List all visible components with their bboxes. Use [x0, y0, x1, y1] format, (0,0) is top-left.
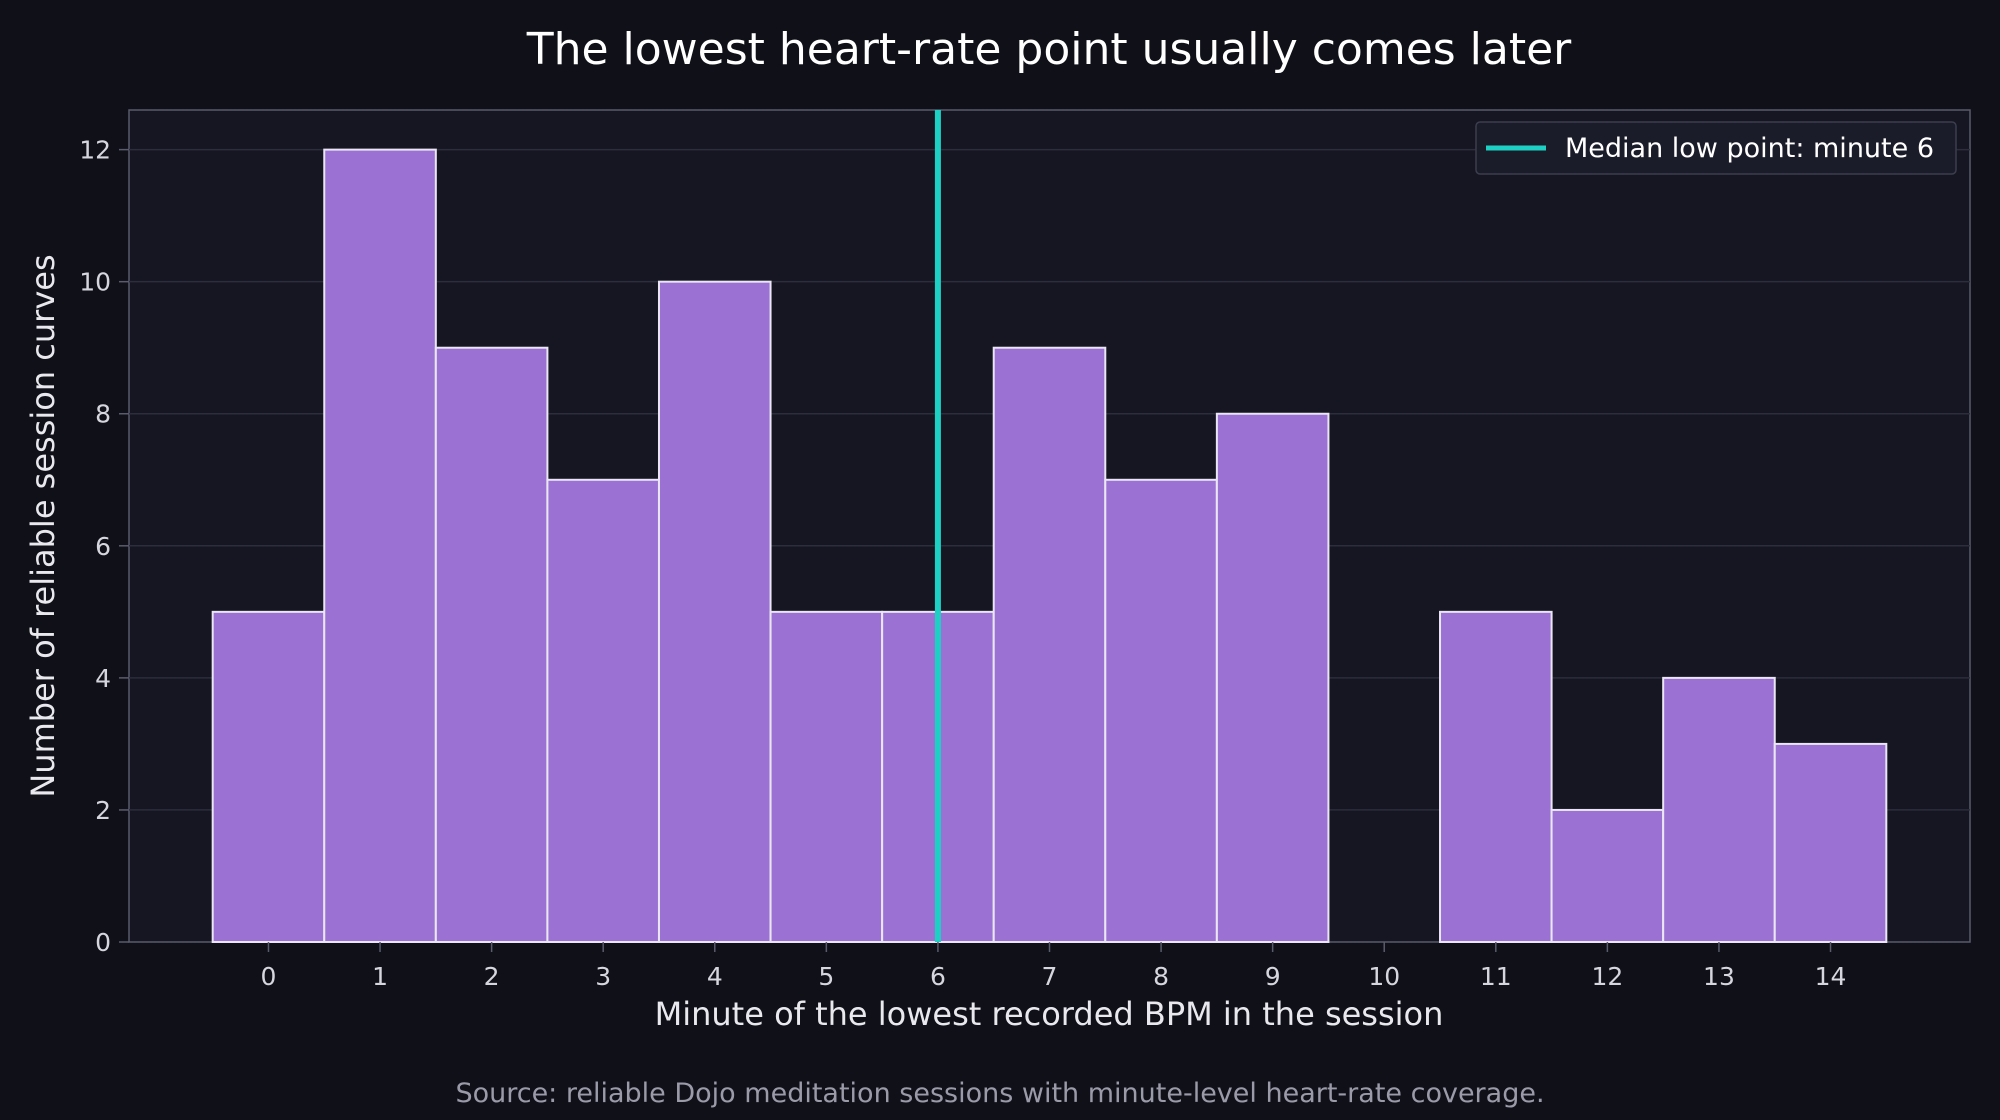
y-tick-label: 6: [95, 532, 111, 561]
x-axis-ticks: 0 1 2 3 4 5 6 7 8 9 10 11 12 13 14: [261, 942, 1847, 991]
x-tick-label: 6: [930, 962, 946, 991]
y-axis-ticks: 0 2 4 6 8 10 12: [79, 136, 129, 957]
x-tick-label: 14: [1815, 962, 1847, 991]
y-tick-label: 10: [79, 268, 111, 297]
x-tick-label: 10: [1368, 962, 1400, 991]
x-tick-label: 12: [1591, 962, 1623, 991]
x-tick-label: 1: [372, 962, 388, 991]
bar-minute-9: [1215, 412, 1330, 943]
x-tick-label: 3: [595, 962, 611, 991]
bar-minute-13: [1662, 676, 1776, 943]
y-tick-label: 2: [95, 796, 111, 825]
legend-median-label: Median low point: minute 6: [1565, 133, 1934, 164]
x-tick-label: 7: [1042, 962, 1058, 991]
bar-minute-8: [1104, 478, 1218, 943]
bar-minute-5: [769, 610, 884, 943]
bar-minute-12: [1550, 808, 1665, 944]
bar-minute-3: [546, 478, 660, 943]
source-note: Source: reliable Dojo meditation session…: [455, 1078, 1544, 1109]
x-tick-label: 13: [1703, 962, 1735, 991]
x-tick-label: 8: [1153, 962, 1169, 991]
y-axis-label: Number of reliable session curves: [24, 254, 62, 797]
y-tick-label: 12: [79, 136, 111, 165]
x-tick-label: 9: [1265, 962, 1281, 991]
bar-minute-7: [992, 346, 1107, 943]
bar-minute-11: [1439, 610, 1553, 943]
x-axis-label: Minute of the lowest recorded BPM in the…: [655, 995, 1444, 1033]
legend-box: [1475, 121, 1957, 175]
x-tick-label: 4: [707, 962, 723, 991]
x-tick-label: 5: [818, 962, 834, 991]
bar-minute-2: [434, 346, 549, 943]
bar-minute-1: [323, 148, 437, 944]
legend: Median low point: minute 6: [1475, 121, 1957, 175]
chart-title: The lowest heart-rate point usually come…: [526, 24, 1572, 75]
y-tick-label: 0: [95, 928, 111, 957]
x-tick-label: 2: [484, 962, 500, 991]
bar-minute-4: [657, 280, 772, 943]
bar-minute-0: [211, 610, 326, 943]
y-tick-label: 4: [95, 664, 111, 693]
y-tick-label: 8: [95, 400, 111, 429]
bar-minute-14: [1773, 742, 1888, 944]
x-tick-label: 11: [1480, 962, 1512, 991]
x-tick-label: 0: [261, 962, 277, 991]
